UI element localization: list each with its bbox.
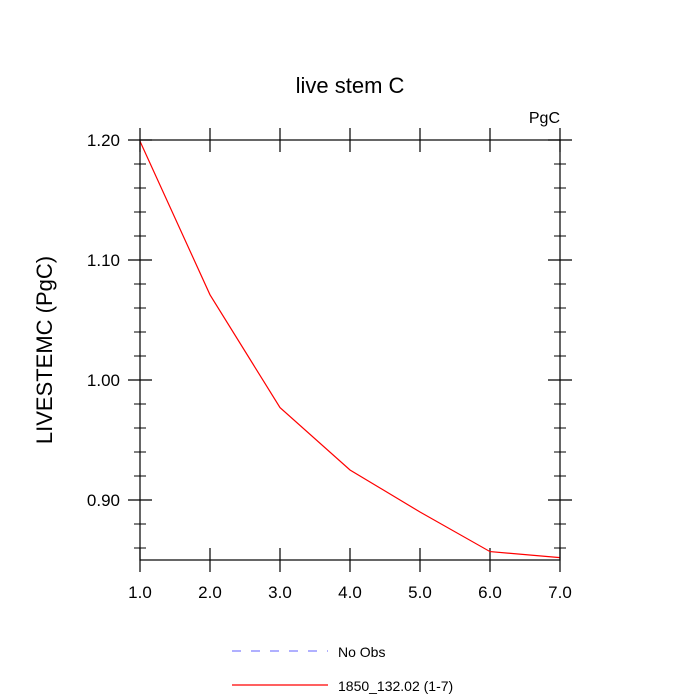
x-tick-label: 3.0 [268,583,292,602]
y-tick-label: 0.90 [87,491,120,510]
y-tick-label: 1.20 [87,131,120,150]
x-tick-label: 2.0 [198,583,222,602]
axis-ticks: 1.0 2.0 3.0 4.0 5.0 6.0 7.0 0.90 1.00 1.10 1.20 [87,128,572,602]
legend-label: 1850_132.02 (1-7) [338,678,453,694]
units-label: PgC [529,110,560,127]
series-layer [139,140,561,559]
legend-label: No Obs [338,644,385,660]
legend: No Obs 1850_132.02 (1-7) [232,644,453,694]
plot-frame [139,139,561,561]
x-tick-label: 7.0 [548,583,572,602]
x-tick-label: 4.0 [338,583,362,602]
series-line [139,140,561,559]
chart-title: live stem C [296,73,405,98]
x-tick-label: 5.0 [408,583,432,602]
y-axis-label: LIVESTEMC (PgC) [32,256,57,444]
x-tick-label: 1.0 [128,583,152,602]
x-tick-label: 6.0 [478,583,502,602]
y-tick-label: 1.00 [87,371,120,390]
y-tick-label: 1.10 [87,251,120,270]
